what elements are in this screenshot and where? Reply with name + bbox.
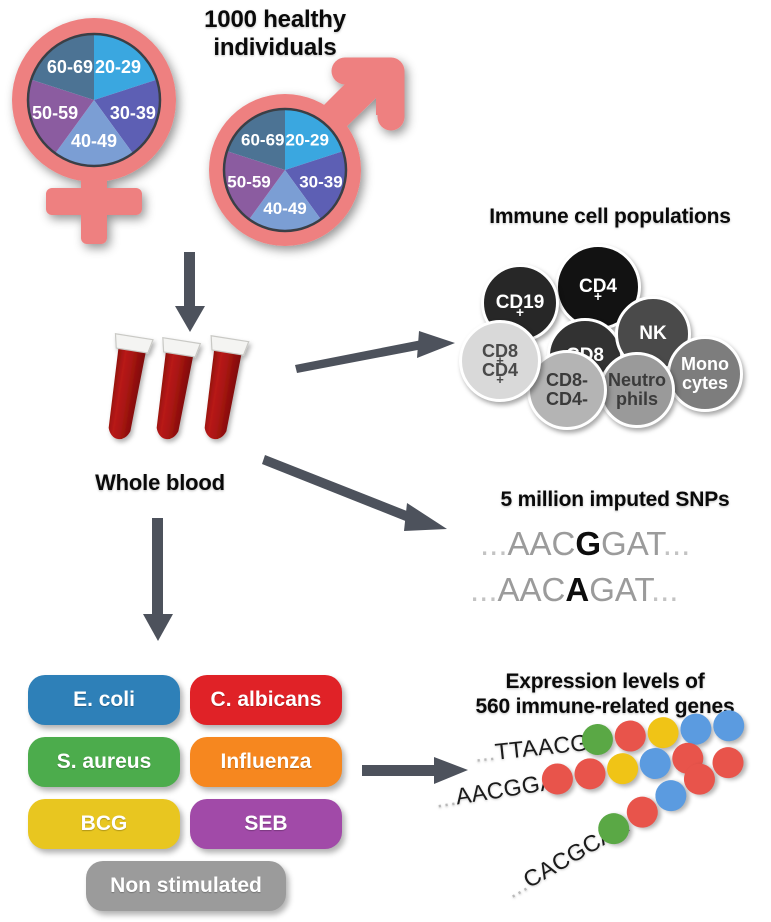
pie-label-50-59: 50-59 — [227, 173, 270, 192]
cell-bubble: Neutro phils — [599, 352, 675, 428]
sequence-suffix: ... — [650, 571, 679, 608]
cell-bubble: CD8 + CD4 + — [459, 320, 541, 402]
immune-cell-bubble-cluster: CD4+CD19+CD8+NKMonocytesNeutrophilsCD8-C… — [455, 240, 771, 430]
stimulus-chip[interactable]: Influenza — [190, 737, 342, 787]
pie-segment-50-59 — [224, 151, 285, 220]
arrow-individuals-to-blood — [172, 252, 208, 334]
stimulus-chip[interactable]: Non stimulated — [86, 861, 286, 911]
sequence-variant-base: G — [575, 525, 602, 562]
pie-segment-60-69 — [31, 34, 94, 100]
pie-segment-60-69 — [226, 109, 285, 170]
nucleotide-bead — [613, 719, 648, 754]
snp-sequence-row: ...AACGGAT... — [480, 525, 690, 563]
arrow-stimuli-to-expression — [362, 753, 472, 789]
blood-tubes-illustration — [95, 330, 270, 465]
arrow-blood-to-immune-cells — [295, 325, 460, 375]
cell-bubble-label: NK — [639, 323, 667, 345]
sequence-prefix: ... — [470, 571, 498, 608]
pie-segment-20-29 — [94, 34, 157, 100]
stimulus-chip-group: E. coli C. albicans S. aureus Influenza BCG S… — [28, 675, 348, 911]
label-whole-blood: Whole blood — [95, 470, 225, 495]
pie-segment-30-39 — [285, 151, 346, 220]
sequence-suffix: ... — [662, 525, 691, 562]
pie-label-20-29: 20-29 — [95, 57, 141, 77]
stimulus-chip-label: BCG — [80, 812, 128, 835]
pie-label-30-39: 30-39 — [299, 173, 342, 192]
expression-strand-group: ...TTAACGG ...AACGGAT ...CACGCAA — [434, 708, 771, 910]
pie-segment-40-49 — [249, 170, 321, 231]
nucleotide-bead — [604, 750, 641, 787]
pie-segment-30-39 — [94, 79, 160, 154]
cell-bubble: Mono cytes — [667, 336, 743, 412]
nucleotide-bead — [646, 715, 681, 750]
arrow-blood-to-stimuli — [140, 518, 176, 643]
snp-sequence-row: ...AACAGAT... — [470, 571, 678, 609]
stimulus-chip[interactable]: E. coli — [28, 675, 180, 725]
stimulus-chip[interactable]: S. aureus — [28, 737, 180, 787]
section-title-expression: Expression levels of 560 immune-related … — [475, 670, 735, 718]
sequence-left: AAC — [497, 571, 566, 608]
snp-sequence-group: ...AACGGAT... ...AACAGAT... — [470, 525, 760, 615]
male-symbol: 20-29 30-39 40-49 50-59 60-69 — [195, 55, 410, 255]
pie-label-60-69: 60-69 — [241, 130, 284, 149]
pie-segment-50-59 — [27, 79, 94, 154]
stimulus-chip-label: S. aureus — [56, 750, 152, 773]
age-distribution-pie-male: 20-29 30-39 40-49 50-59 60-69 — [224, 109, 346, 231]
cell-bubble-label: Neutro phils — [608, 370, 666, 409]
sequence-prefix: ... — [480, 525, 508, 562]
stimulus-chip-label: E. coli — [73, 688, 135, 711]
blood-tube — [156, 336, 202, 440]
pie-segment-20-29 — [285, 109, 344, 170]
blood-tube — [108, 333, 154, 440]
pie-label-30-39: 30-39 — [110, 103, 156, 123]
cell-bubble-label: Mono cytes — [681, 354, 729, 393]
arrow-blood-to-snps — [262, 455, 455, 545]
pie-label-20-29: 20-29 — [285, 130, 328, 149]
blood-tube — [204, 335, 250, 440]
pie-label-40-49: 40-49 — [263, 199, 306, 218]
cell-bubble-label: CD8 + CD4 + — [481, 341, 518, 387]
cell-bubble-label: CD8- CD4- — [545, 370, 588, 409]
age-distribution-pie-female: 20-29 30-39 40-49 50-59 60-69 — [27, 34, 160, 167]
sequence-left: AAC — [507, 525, 576, 562]
section-title-immune-cells: Immune cell populations — [489, 205, 731, 228]
stimulus-chip-label: C. albicans — [210, 688, 322, 711]
stimulus-chip-label: Non stimulated — [110, 874, 262, 897]
stimulus-chip-label: SEB — [244, 812, 288, 835]
sequence-right: GAT — [589, 571, 651, 608]
stimulus-chip[interactable]: SEB — [190, 799, 342, 849]
stimulus-chip[interactable]: C. albicans — [190, 675, 342, 725]
female-symbol: 20-29 30-39 40-49 50-59 60-69 — [8, 10, 198, 255]
sequence-variant-base: A — [565, 571, 590, 608]
section-title-snps: 5 million imputed SNPs — [500, 488, 730, 511]
cell-bubble-label: CD19 + — [495, 292, 545, 320]
nucleotide-bead — [637, 745, 673, 782]
nucleotide-bead — [572, 756, 608, 792]
sequence-right: GAT — [601, 525, 663, 562]
pie-segment-40-49 — [55, 100, 133, 167]
page-title: 1000 healthy individuals — [204, 6, 346, 62]
cell-bubble-label: CD4 + — [578, 276, 617, 304]
pie-label-50-59: 50-59 — [32, 103, 78, 123]
stimulus-chip-label: Influenza — [220, 750, 312, 773]
stimulus-chip[interactable]: BCG — [28, 799, 180, 849]
pie-label-40-49: 40-49 — [71, 131, 117, 151]
pie-label-60-69: 60-69 — [47, 57, 93, 77]
